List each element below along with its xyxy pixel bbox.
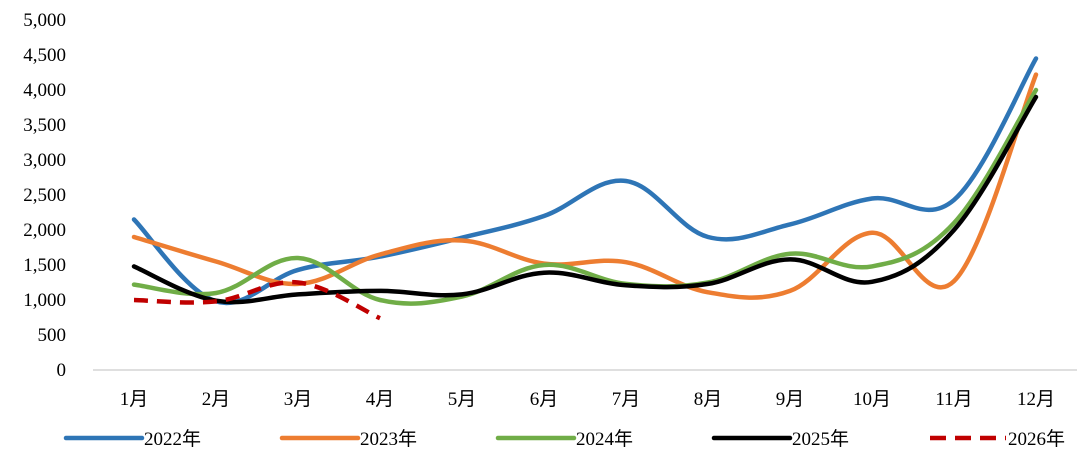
axes: 0 500 1,000 1,500 2,000 2,500 3,000 3,500 4,000 4… — [23, 10, 1077, 410]
x-tick-label: 10月 — [853, 389, 891, 410]
y-tick-label: 3,000 — [23, 150, 66, 171]
y-tick-label: 0 — [57, 360, 67, 381]
y-tick-label: 4,500 — [23, 45, 66, 66]
x-tick-label: 1月 — [120, 389, 149, 410]
x-tick-label: 12月 — [1017, 389, 1055, 410]
legend: 2022年 2023年 2024年 2025年 2026年 — [63, 428, 1065, 450]
y-tick-label: 4,000 — [23, 80, 66, 101]
x-tick-label: 4月 — [366, 389, 395, 410]
x-tick-label: 2月 — [202, 389, 231, 410]
series-line-0 — [131, 56, 1039, 306]
x-tick-label: 7月 — [612, 389, 641, 410]
x-tick-label: 9月 — [776, 389, 805, 410]
y-tick-label: 1,000 — [23, 290, 66, 311]
legend-label-2: 2024年 — [576, 428, 633, 450]
x-tick-label: 8月 — [694, 389, 723, 410]
series-lines — [131, 56, 1039, 321]
x-tick-label: 3月 — [284, 389, 313, 410]
x-tick-label: 6月 — [530, 389, 559, 410]
series-line-2 — [131, 87, 1039, 306]
series-line-4 — [133, 279, 381, 321]
y-tick-label: 5,000 — [23, 10, 66, 31]
x-tick-label: 5月 — [448, 389, 477, 410]
legend-label-1: 2023年 — [360, 428, 417, 450]
series-line-3 — [131, 94, 1039, 305]
y-tick-label: 2,000 — [23, 220, 66, 241]
legend-label-0: 2022年 — [144, 428, 201, 450]
legend-label-3: 2025年 — [792, 428, 849, 450]
x-tick-label: 11月 — [935, 389, 972, 410]
y-tick-label: 3,500 — [23, 115, 66, 136]
y-tick-label: 500 — [38, 325, 67, 346]
legend-label-4: 2026年 — [1008, 428, 1065, 450]
y-tick-label: 2,500 — [23, 185, 66, 206]
y-tick-label: 1,500 — [23, 255, 66, 276]
